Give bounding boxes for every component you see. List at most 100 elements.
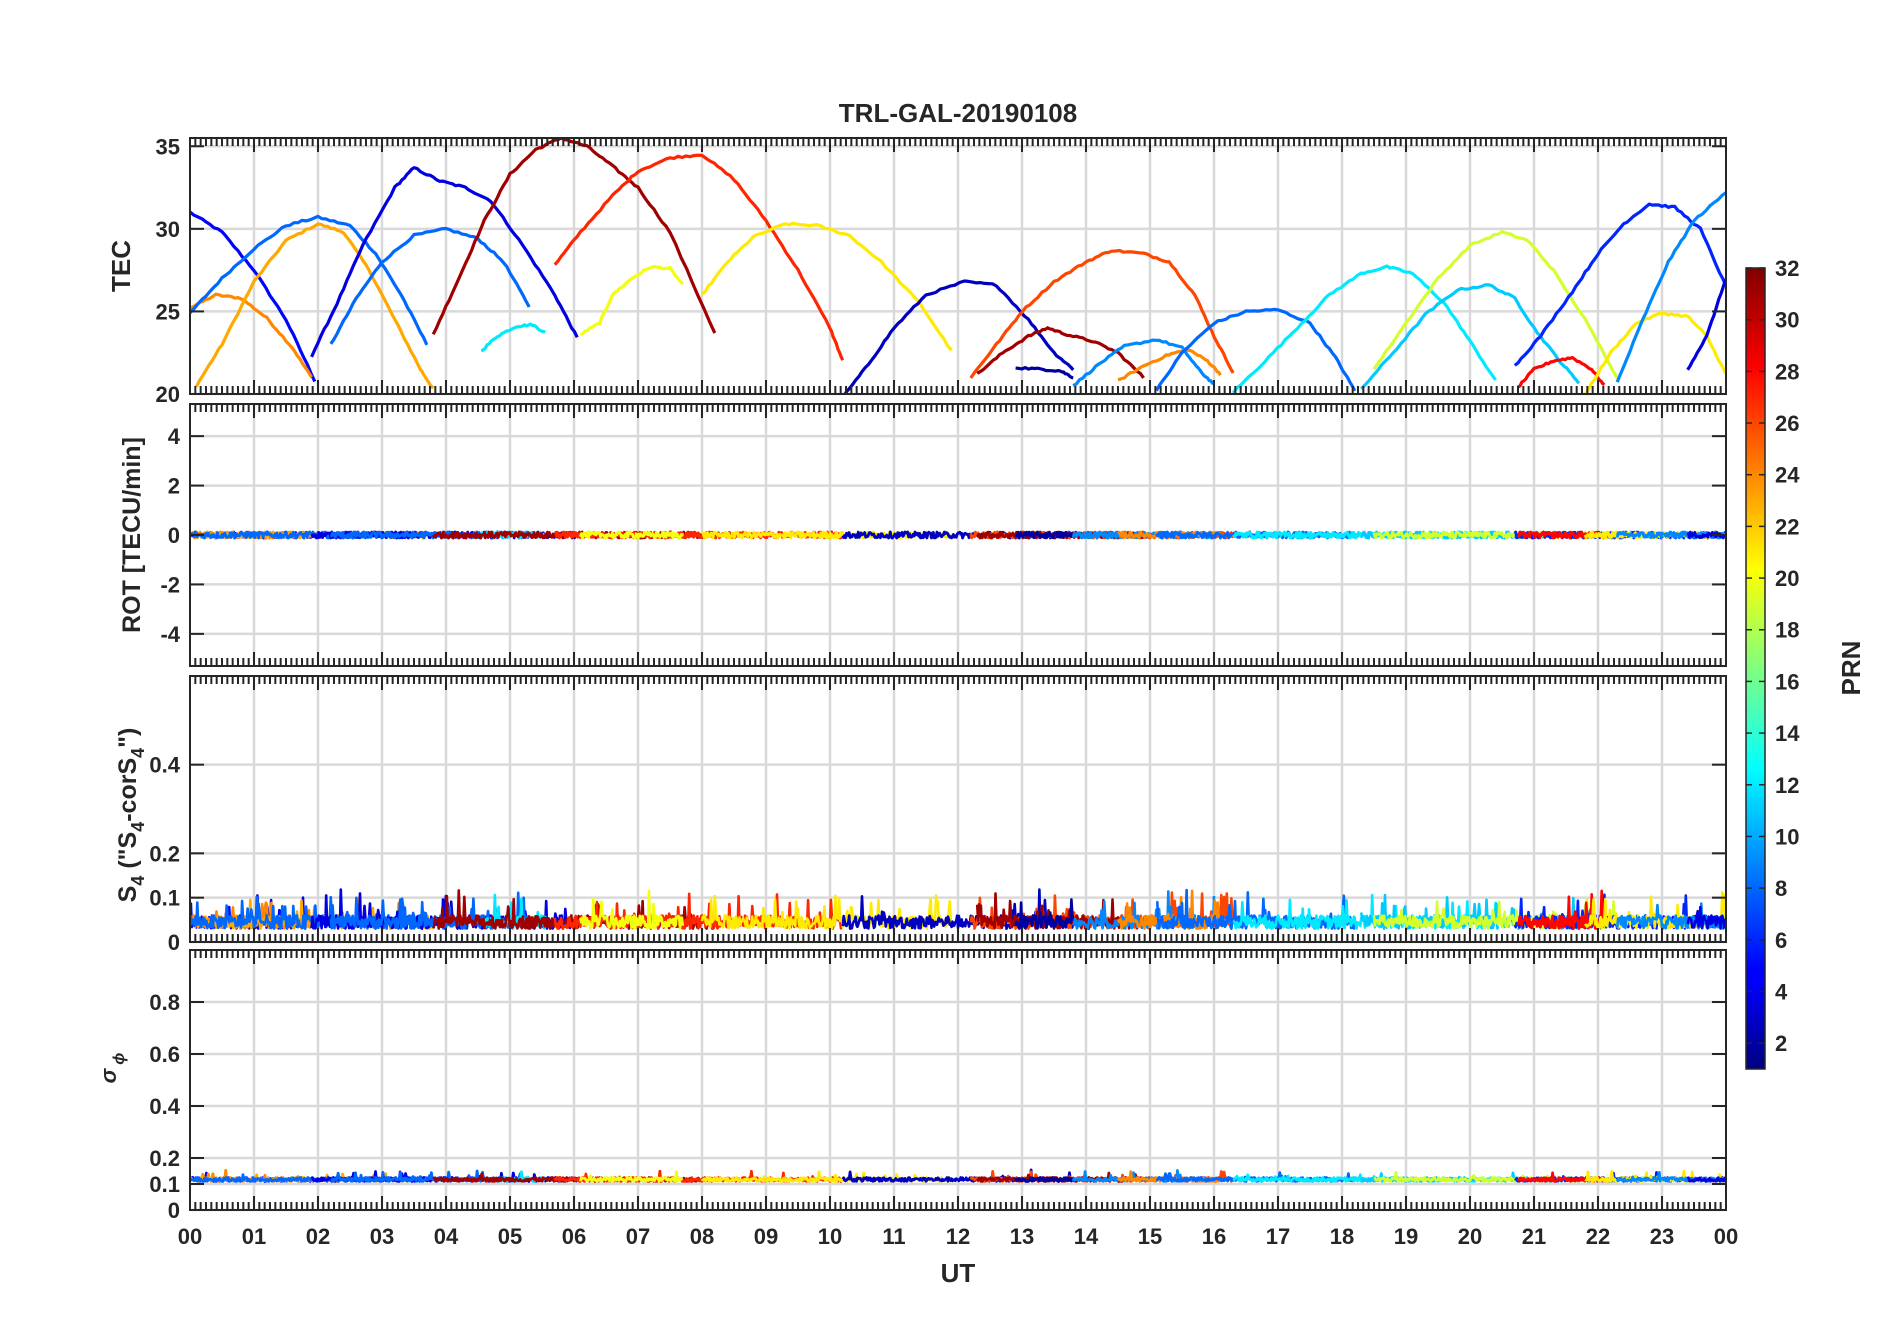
series-trace xyxy=(975,892,1145,930)
x-tick-label: 03 xyxy=(370,1224,394,1249)
x-tick-label: 19 xyxy=(1394,1224,1418,1249)
series-trace xyxy=(1014,530,1075,540)
y-tick-label: -2 xyxy=(160,572,180,597)
tec-arc xyxy=(431,138,717,335)
series-trace xyxy=(1686,530,1726,540)
colorbar-tick-label: 6 xyxy=(1775,928,1787,953)
colorbar-tick-label: 20 xyxy=(1775,566,1799,591)
x-tick-label: 14 xyxy=(1074,1224,1099,1249)
y-tick-label: 0.1 xyxy=(149,886,180,911)
s4-axis-label: S4 ("S4-corS4") xyxy=(114,728,148,903)
colorbar-tick-label: 18 xyxy=(1775,618,1799,643)
plot-area xyxy=(190,138,1726,394)
tec-arc xyxy=(969,248,1235,379)
sigma-phi-panel: 00.10.2 0.4 0.6 0.8 xyxy=(149,949,1727,1223)
x-tick-label: 20 xyxy=(1458,1224,1482,1249)
x-axis-label: UT xyxy=(941,1258,976,1288)
x-tick-label: 11 xyxy=(882,1224,905,1249)
x-tick-label: 04 xyxy=(434,1224,459,1249)
colorbar-tick-label: 32 xyxy=(1775,256,1799,281)
tec-arc xyxy=(1072,338,1214,388)
series-trace xyxy=(579,530,685,540)
x-tick-label: 10 xyxy=(818,1224,842,1249)
x-tick-label: 01 xyxy=(242,1224,266,1249)
tec-arc xyxy=(480,322,546,353)
colorbar-gradient xyxy=(1745,267,1766,1070)
tec-arc xyxy=(310,166,579,358)
tec-arc xyxy=(1231,264,1497,394)
plot-area xyxy=(190,530,1726,540)
tec-arc xyxy=(190,292,313,378)
chart-title: TRL-GAL-20190108 xyxy=(839,98,1077,128)
colorbar-tick-label: 8 xyxy=(1775,876,1787,901)
y-tick-label: 0 xyxy=(168,523,180,548)
x-tick-label: 15 xyxy=(1138,1224,1162,1249)
colorbar-tick-label: 10 xyxy=(1775,824,1799,849)
x-tick-label: 09 xyxy=(754,1224,778,1249)
colorbar-tick-label: 28 xyxy=(1775,359,1799,384)
x-tick-label: 22 xyxy=(1586,1224,1610,1249)
plot-area xyxy=(190,888,1726,930)
colorbar-tick-label: 22 xyxy=(1775,514,1799,539)
tec-arc xyxy=(194,222,435,390)
y-tick-label: 0.4 xyxy=(149,1094,180,1119)
series-trace xyxy=(579,1170,684,1183)
colorbar-tick-label: 12 xyxy=(1775,773,1799,798)
y-tick-label: 20 xyxy=(156,382,180,407)
colorbar-tick-label: 24 xyxy=(1775,463,1800,488)
series-trace xyxy=(1686,905,1726,930)
colorbar-tick-label: 30 xyxy=(1775,308,1799,333)
y-tick-label: 0.2 xyxy=(149,1146,180,1171)
tec-arc xyxy=(1360,283,1581,391)
rot-panel: -4 -2 0 2 4 xyxy=(160,403,1727,667)
y-tick-label: 4 xyxy=(168,424,181,449)
tec-arc xyxy=(1686,278,1726,371)
x-axis: 00 01 02 03 04 05 06 07 08 09 10 11 12 13 14 15 16 17 18 19… xyxy=(178,1224,1738,1249)
tec-axis-label: TEC xyxy=(106,240,136,292)
tec-panel: 20 25 30 35 xyxy=(156,134,1727,407)
x-tick-label: 06 xyxy=(562,1224,586,1249)
y-tick-label: 0.2 xyxy=(149,841,180,866)
series-trace xyxy=(1014,1176,1075,1183)
x-tick-label: 07 xyxy=(626,1224,650,1249)
tec-arc xyxy=(553,153,845,361)
tec-arc xyxy=(1517,355,1606,389)
series-trace xyxy=(579,889,685,930)
s4-panel: 0 0.1 0.2 0.4 xyxy=(149,675,1727,955)
y-tick-label: 0 xyxy=(168,930,180,955)
x-tick-label: 16 xyxy=(1202,1224,1226,1249)
colorbar-tick-label: 14 xyxy=(1775,721,1800,746)
x-tick-label: 05 xyxy=(498,1224,522,1249)
x-tick-label: 12 xyxy=(946,1224,970,1249)
tec-arc xyxy=(1015,366,1074,380)
x-tick-label: 17 xyxy=(1266,1224,1290,1249)
tec-arc xyxy=(1155,307,1357,392)
tec-arc xyxy=(329,226,531,345)
x-tick-label: 18 xyxy=(1330,1224,1354,1249)
tec-arc xyxy=(701,221,953,352)
x-tick-label: 00 xyxy=(178,1224,202,1249)
tec-arc xyxy=(976,326,1145,379)
x-tick-label: 13 xyxy=(1010,1224,1034,1249)
x-tick-label: 21 xyxy=(1522,1224,1546,1249)
y-tick-label: 0 xyxy=(168,1198,180,1223)
colorbar-label: PRN xyxy=(1836,641,1866,696)
x-tick-label: 08 xyxy=(690,1224,714,1249)
y-tick-label: 0.4 xyxy=(149,753,180,778)
colorbar-tick-label: 26 xyxy=(1775,411,1799,436)
tec-arc xyxy=(190,210,317,383)
y-tick-label: 35 xyxy=(156,134,180,159)
y-tick-label: 30 xyxy=(156,217,180,242)
y-tick-label: 0.1 xyxy=(149,1172,180,1197)
plot-area xyxy=(190,1168,1726,1183)
y-tick-label: 2 xyxy=(168,474,180,499)
rot-axis-label: ROT [TECU/min] xyxy=(118,437,146,633)
sigma-phi-axis-label: σϕ xyxy=(96,1053,128,1084)
tec-arc xyxy=(190,214,429,346)
colorbar-tick-label: 16 xyxy=(1775,669,1799,694)
x-tick-label: 23 xyxy=(1650,1224,1674,1249)
tec-arc xyxy=(580,265,685,336)
colorbar-tick-label: 2 xyxy=(1775,1031,1787,1056)
